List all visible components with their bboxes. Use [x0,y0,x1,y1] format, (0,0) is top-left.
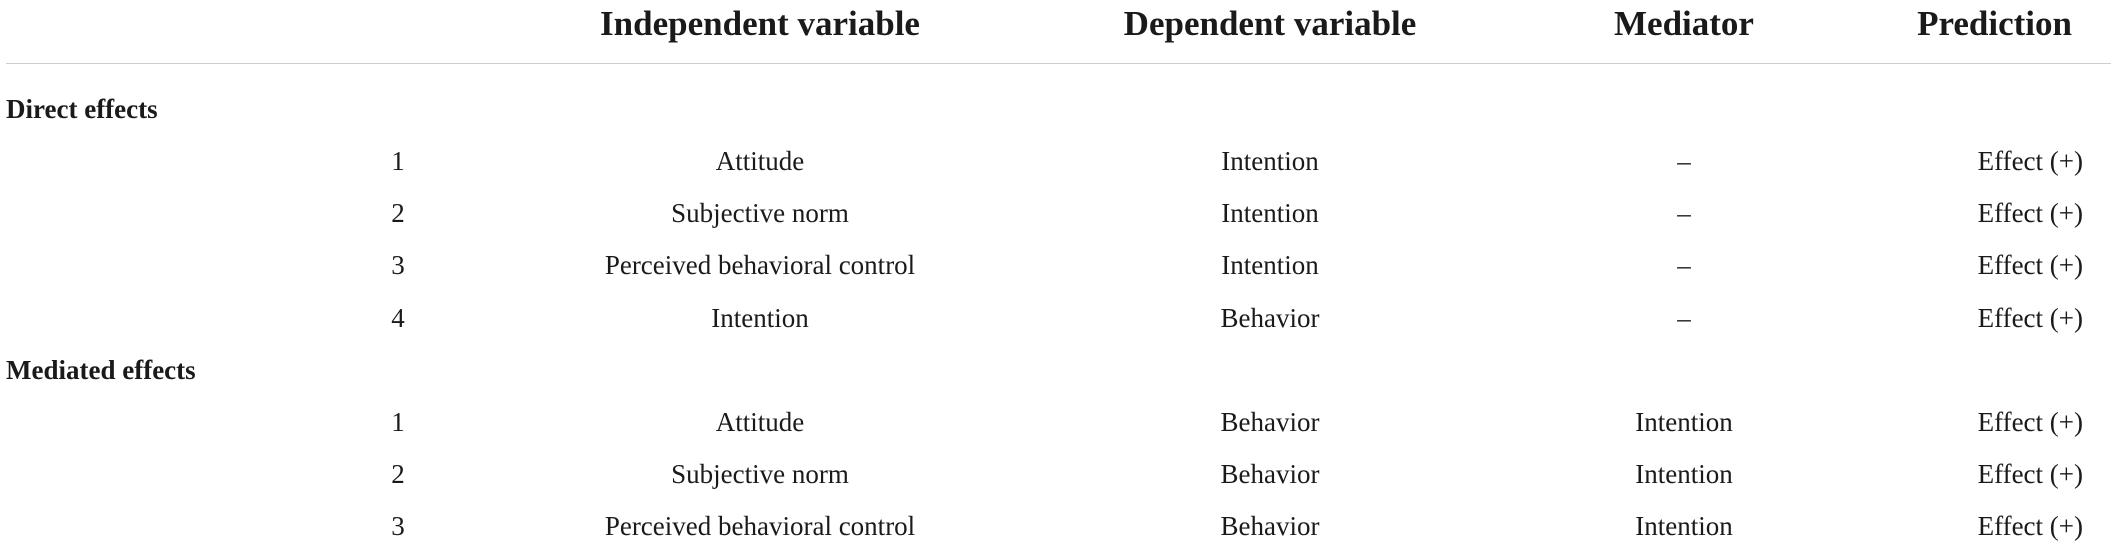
header-prediction: Prediction [1917,4,2072,43]
hypothesis-number: 2 [391,198,405,228]
dependent-variable-cell: Intention [1221,250,1319,280]
section-title: Direct effects [6,94,158,124]
section-title: Mediated effects [6,355,196,385]
dependent-variable-cell: Behavior [1220,511,1320,541]
mediator-cell: – [1677,146,1691,176]
header-dependent-variable: Dependent variable [1123,4,1417,43]
prediction-cell: Effect (+) [1977,250,2083,280]
hypothesis-number: 3 [391,511,405,541]
independent-variable-cell: Perceived behavioral control [604,511,916,541]
prediction-cell: Effect (+) [1977,198,2083,228]
independent-variable-cell: Perceived behavioral control [604,250,916,280]
dependent-variable-cell: Intention [1221,198,1319,228]
independent-variable-cell: Intention [711,303,809,333]
hypothesis-number: 1 [391,407,405,437]
dependent-variable-cell: Behavior [1220,303,1320,333]
header-divider [6,63,2111,64]
prediction-cell: Effect (+) [1977,303,2083,333]
independent-variable-cell: Subjective norm [671,459,849,489]
prediction-cell: Effect (+) [1977,146,2083,176]
mediator-cell: Intention [1635,511,1733,541]
prediction-cell: Effect (+) [1977,407,2083,437]
mediator-cell: Intention [1635,459,1733,489]
mediator-cell: – [1677,303,1691,333]
hypothesis-number: 4 [391,303,405,333]
dependent-variable-cell: Intention [1221,146,1319,176]
mediator-cell: – [1677,198,1691,228]
independent-variable-cell: Subjective norm [671,198,849,228]
mediator-cell: – [1677,250,1691,280]
hypothesis-number: 1 [391,146,405,176]
prediction-cell: Effect (+) [1977,511,2083,541]
header-independent-variable: Independent variable [600,4,920,43]
dependent-variable-cell: Behavior [1220,407,1320,437]
hypothesis-number: 3 [391,250,405,280]
hypothesis-number: 2 [391,459,405,489]
mediator-cell: Intention [1635,407,1733,437]
prediction-cell: Effect (+) [1977,459,2083,489]
independent-variable-cell: Attitude [715,146,805,176]
independent-variable-cell: Attitude [715,407,805,437]
dependent-variable-cell: Behavior [1220,459,1320,489]
header-mediator: Mediator [1614,4,1754,43]
